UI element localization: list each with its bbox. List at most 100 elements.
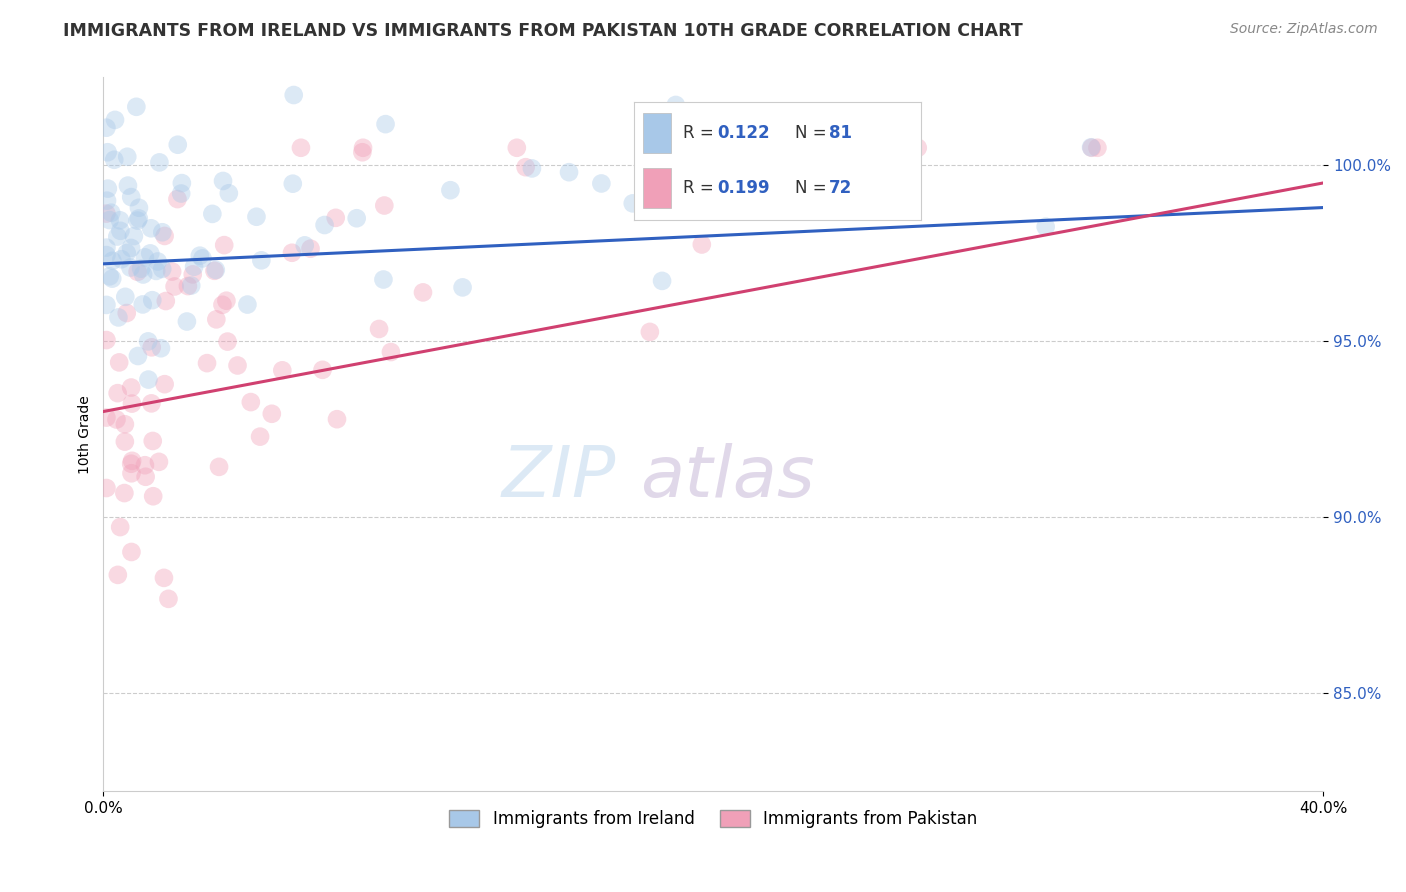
Point [120, 457, 142, 471]
Point [153, 229, 176, 244]
Point [325, 211, 347, 225]
Point [218, 186, 240, 201]
Point [120, 260, 142, 275]
Point [191, 252, 214, 266]
Point [142, 489, 165, 503]
Point [110, 252, 132, 267]
Point [271, 363, 294, 377]
Point [166, 192, 188, 206]
Point [96, 194, 118, 208]
Point [117, 178, 139, 193]
Point [114, 417, 136, 432]
Point [112, 486, 135, 500]
Point [104, 112, 127, 127]
Point [132, 268, 155, 282]
Point [128, 211, 150, 226]
Point [155, 293, 177, 308]
Point [157, 591, 180, 606]
Point [245, 210, 267, 224]
Point [110, 224, 132, 238]
Point [170, 176, 193, 190]
Point [96, 333, 118, 347]
Point [515, 160, 537, 174]
Point [412, 285, 434, 300]
Point [148, 455, 170, 469]
Point [260, 407, 283, 421]
Point [108, 355, 131, 369]
Point [120, 380, 142, 394]
Point [97, 181, 120, 195]
Point [107, 386, 129, 401]
Point [352, 145, 374, 160]
Point [591, 177, 613, 191]
Point [177, 279, 200, 293]
Point [98, 213, 121, 227]
Point [96, 120, 118, 135]
Point [107, 567, 129, 582]
Point [226, 359, 249, 373]
Point [208, 459, 231, 474]
Point [121, 454, 143, 468]
Point [166, 137, 188, 152]
Point [127, 349, 149, 363]
Point [724, 141, 747, 155]
Point [326, 412, 349, 426]
Point [148, 155, 170, 169]
Point [250, 253, 273, 268]
Point [101, 253, 124, 268]
Text: Source: ZipAtlas.com: Source: ZipAtlas.com [1230, 22, 1378, 37]
Point [96, 481, 118, 495]
Point [98, 269, 121, 284]
Point [281, 245, 304, 260]
Point [1080, 140, 1102, 154]
Point [149, 341, 172, 355]
Point [201, 207, 224, 221]
Point [96, 241, 118, 255]
Point [136, 334, 159, 349]
Point [373, 272, 395, 286]
Point [374, 117, 396, 131]
Point [188, 249, 211, 263]
Point [690, 237, 713, 252]
Y-axis label: 10th Grade: 10th Grade [79, 395, 93, 474]
Point [183, 260, 205, 274]
Point [1035, 219, 1057, 234]
Text: atlas: atlas [640, 442, 814, 512]
Point [346, 211, 368, 226]
Point [108, 213, 131, 227]
Point [153, 377, 176, 392]
Point [100, 205, 122, 219]
Point [368, 322, 391, 336]
Point [451, 280, 474, 294]
Point [105, 412, 128, 426]
Point [121, 467, 143, 481]
Point [134, 251, 156, 265]
Point [195, 356, 218, 370]
Point [153, 571, 176, 585]
Point [120, 241, 142, 255]
Point [211, 298, 233, 312]
Point [115, 306, 138, 320]
Point [96, 298, 118, 312]
Point [96, 248, 118, 262]
Point [704, 137, 727, 152]
Point [145, 264, 167, 278]
Point [665, 98, 688, 112]
Point [127, 265, 149, 279]
Point [249, 429, 271, 443]
Point [311, 363, 333, 377]
Point [128, 201, 150, 215]
Point [114, 434, 136, 449]
Point [352, 141, 374, 155]
Point [735, 141, 758, 155]
Point [141, 340, 163, 354]
Point [103, 153, 125, 167]
Point [239, 395, 262, 409]
Point [105, 229, 128, 244]
Point [141, 293, 163, 308]
Point [290, 141, 312, 155]
Point [212, 238, 235, 252]
Point [108, 520, 131, 534]
Point [180, 278, 202, 293]
Point [170, 186, 193, 201]
